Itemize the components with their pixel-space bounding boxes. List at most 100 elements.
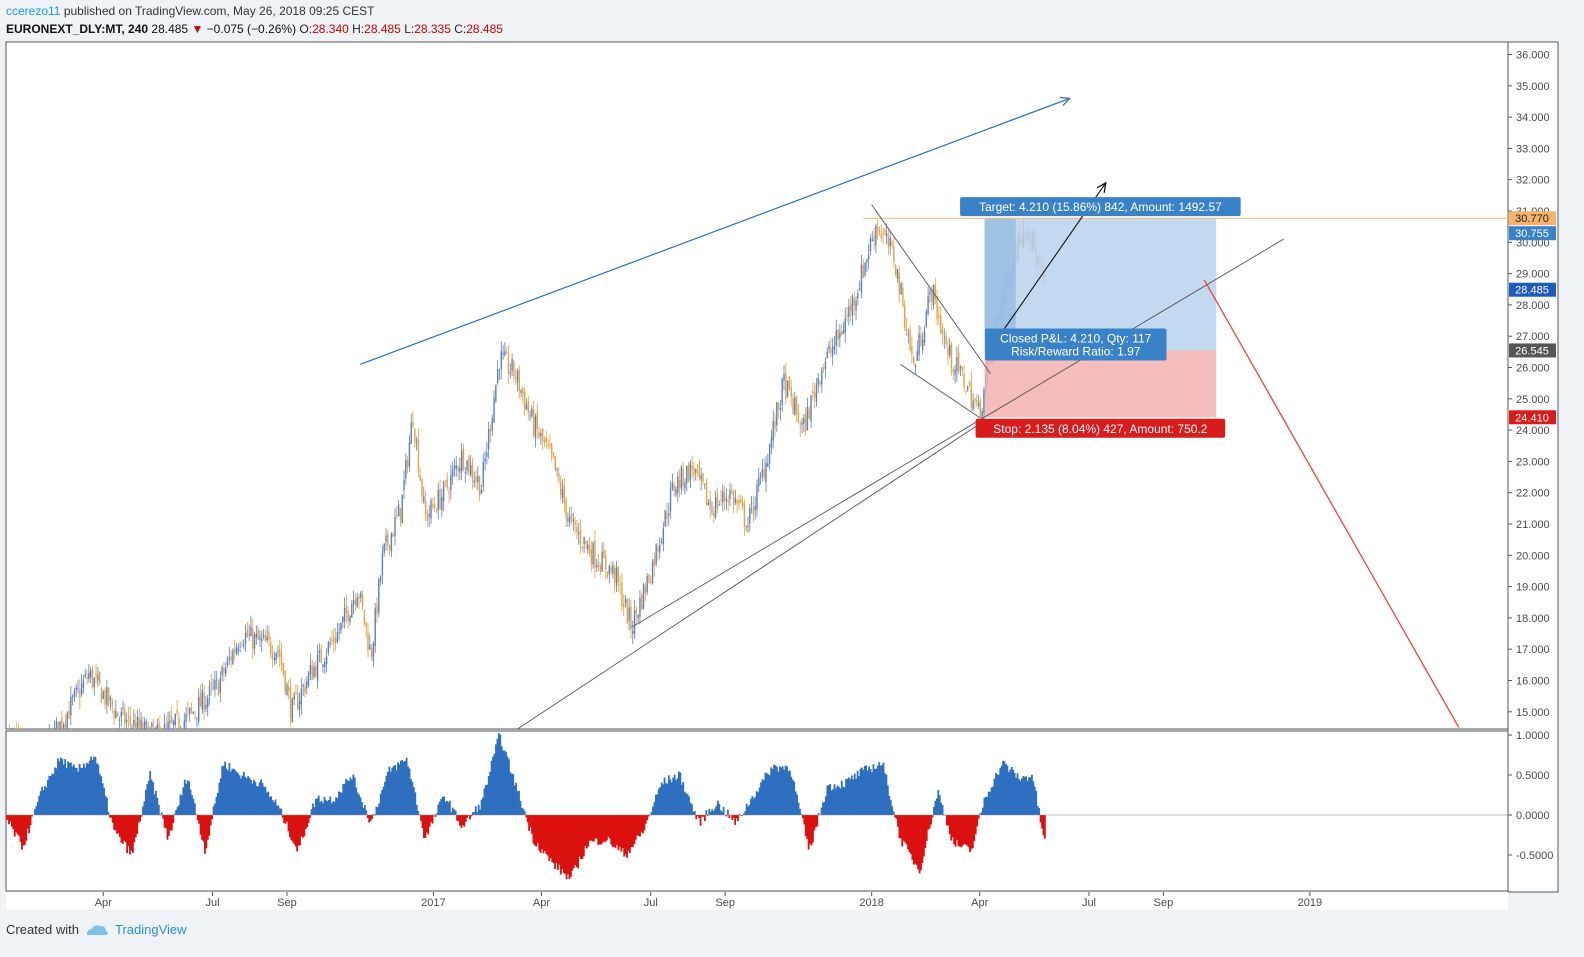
candle-body (633, 610, 636, 635)
osc-bar-positive (143, 801, 146, 815)
osc-bar-positive (314, 799, 317, 815)
candle-body (635, 609, 638, 614)
candle-body (491, 418, 493, 431)
x-tick-label: 2019 (1298, 897, 1322, 909)
candle-body (554, 456, 556, 471)
osc-bar-negative (304, 815, 307, 830)
osc-bar-negative (541, 815, 543, 850)
osc-bar-positive (330, 803, 333, 815)
candle-body (599, 565, 602, 573)
osc-bar-negative (963, 815, 966, 844)
candle-body (725, 498, 728, 502)
osc-bar-negative (951, 815, 954, 838)
osc-bar-positive (519, 801, 522, 815)
candle-body (835, 330, 837, 346)
osc-bar-positive (480, 799, 483, 815)
osc-bar-positive (1025, 776, 1028, 815)
candle-body (768, 444, 771, 464)
candle-body (210, 682, 213, 686)
osc-bar-positive (980, 812, 983, 815)
candle-body (169, 720, 171, 723)
osc-bar-positive (95, 763, 98, 815)
candle-body (790, 386, 792, 397)
osc-bar-positive (984, 796, 987, 815)
osc-bar-positive (861, 767, 863, 815)
osc-bar-negative (137, 815, 140, 823)
candle-body (426, 513, 429, 521)
osc-bar-positive (278, 808, 281, 815)
osc-bar-positive (774, 765, 777, 815)
osc-bar-negative (581, 815, 584, 859)
candle-body (340, 622, 342, 631)
candle-body (502, 352, 504, 355)
osc-bar-negative (199, 815, 202, 835)
osc-bar-negative (10, 815, 13, 827)
candle-body (696, 465, 699, 467)
osc-bar-positive (745, 803, 748, 815)
candle-body (567, 518, 569, 522)
candle-body (192, 711, 194, 714)
osc-bar-positive (780, 767, 783, 815)
osc-bar-positive (523, 811, 526, 815)
osc-bar-positive (891, 806, 894, 815)
osc-bar-positive (178, 805, 180, 815)
candle-body (729, 489, 731, 499)
candle-body (650, 581, 652, 583)
osc-bar-positive (67, 761, 69, 815)
osc-bar-positive (715, 805, 718, 815)
candle-body (974, 399, 976, 401)
osc-bar-negative (297, 815, 300, 846)
candle-body (475, 476, 477, 481)
candle-body (680, 466, 683, 490)
candle-body (129, 716, 131, 725)
candle-body (338, 631, 340, 633)
osc-bar-negative (631, 815, 634, 848)
osc-bar-positive (179, 794, 182, 815)
x-tick-label: Apr (533, 897, 550, 909)
osc-bar-positive (253, 779, 255, 815)
osc-bar-negative (567, 815, 569, 875)
candle-body (75, 687, 77, 691)
osc-bar-negative (9, 815, 12, 822)
osc-bar-positive (155, 790, 157, 815)
candle-body (920, 335, 922, 346)
osc-bar-positive (234, 770, 237, 815)
osc-bar-positive (88, 760, 91, 815)
osc-bar-negative (584, 815, 587, 847)
author-link[interactable]: ccerezo11 (6, 4, 61, 18)
osc-bar-negative (597, 815, 600, 845)
osc-bar-positive (391, 767, 394, 815)
osc-bar-negative (459, 815, 461, 826)
candle-body (435, 510, 438, 513)
osc-bar-positive (388, 766, 391, 815)
osc-bar-positive (843, 787, 846, 815)
candle-body (64, 722, 67, 727)
x-tick-label: 2018 (859, 897, 883, 909)
candle-body (675, 489, 677, 495)
open-label: O: (299, 22, 313, 36)
candle-body (264, 634, 267, 642)
osc-bar-negative (642, 815, 644, 834)
candle-body (349, 615, 351, 622)
candle-body (630, 606, 632, 630)
osc-bar-negative (568, 815, 571, 879)
osc-bar-positive (892, 811, 895, 815)
candle-body (248, 634, 250, 636)
candle-body (615, 567, 618, 586)
osc-bar-positive (483, 788, 486, 815)
osc-bar-positive (186, 780, 189, 815)
candle-body (489, 428, 492, 433)
osc-bar-negative (121, 815, 124, 844)
osc-bar-negative (950, 815, 953, 841)
candle-body (758, 477, 760, 487)
candle-body (716, 493, 719, 509)
tradingview-brand[interactable]: TradingView (114, 922, 187, 937)
candle-body (619, 584, 621, 586)
candle-body (740, 499, 742, 503)
osc-bar-negative (630, 815, 633, 848)
osc-bar-positive (712, 810, 715, 815)
candle-body (752, 506, 755, 515)
osc-bar-positive (329, 796, 332, 815)
y-tick-label: 24.000 (1516, 425, 1550, 437)
